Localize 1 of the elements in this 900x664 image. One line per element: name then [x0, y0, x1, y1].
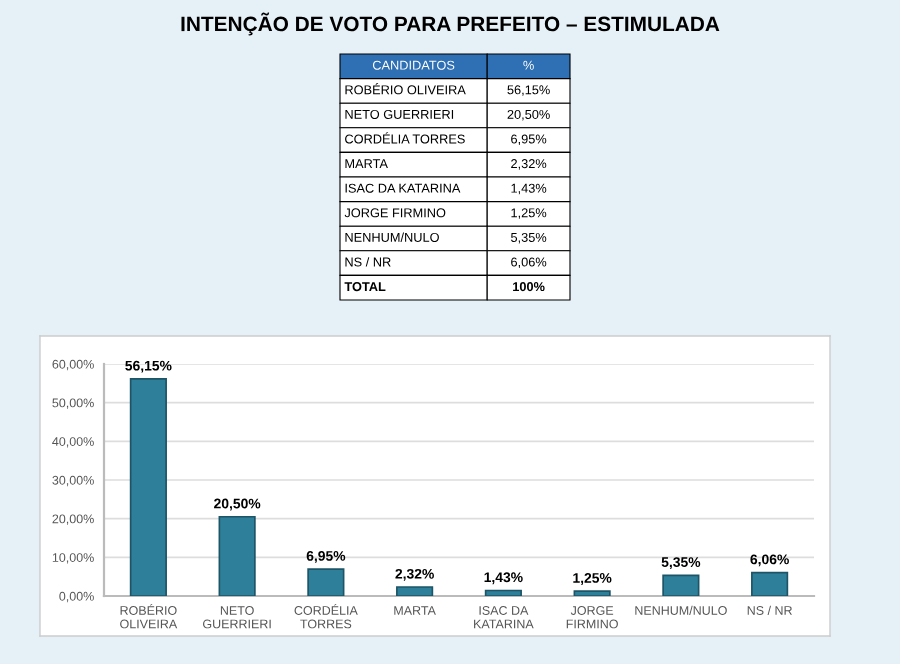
chart-title: INTENÇÃO DE VOTO PARA PREFEITO – ESTIMULADA: [181, 12, 720, 36]
